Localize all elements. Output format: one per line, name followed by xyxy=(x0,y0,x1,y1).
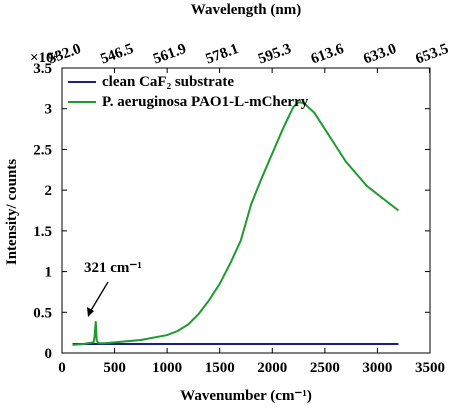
annotation: 321 cm⁻¹ xyxy=(84,260,142,276)
y-tick-label: 2.5 xyxy=(33,142,52,158)
y-tick-label: 1 xyxy=(45,265,53,281)
x2-tick-label: 532.0 xyxy=(46,41,83,68)
x2-tick-label: 578.1 xyxy=(204,41,241,68)
x-tick-label: 500 xyxy=(103,360,126,376)
top-axis-title: Wavelength (nm) xyxy=(191,2,301,18)
x2-tick-label: 561.9 xyxy=(151,41,188,68)
x-axis-title: Wavenumber (cm⁻¹) xyxy=(180,388,312,404)
x-tick-label: 2000 xyxy=(257,360,287,376)
x2-tick-label: 595.3 xyxy=(256,41,293,68)
plot-frame xyxy=(61,67,431,354)
data-line xyxy=(72,101,400,346)
x-tick-label: 2500 xyxy=(310,360,340,376)
y-tick-label: 2 xyxy=(45,183,53,199)
y-tick-label: 3.5 xyxy=(33,61,52,77)
y-tick-label: 3 xyxy=(45,102,53,118)
x-tick-label: 1500 xyxy=(205,360,235,376)
x2-tick-label: 546.5 xyxy=(98,41,135,68)
y-tick-label: 0.5 xyxy=(33,305,52,321)
x-tick-label: 0 xyxy=(58,360,66,376)
legend-label: P. aeruginosa PAO1-L-mCherry xyxy=(102,94,309,110)
x2-tick-label: 613.6 xyxy=(309,41,347,68)
y-multiplier: ×10⁴ xyxy=(30,50,59,66)
y-tick-label: 1.5 xyxy=(33,224,52,240)
legend-label: clean CaF₂ substrate xyxy=(102,74,234,90)
x2-tick-label: 633.0 xyxy=(361,41,398,68)
x-tick-label: 3500 xyxy=(415,360,445,376)
annotation-arrow xyxy=(89,281,109,313)
x2-tick-label: 653.5 xyxy=(413,41,450,68)
x-tick-label: 3000 xyxy=(362,360,392,376)
y-axis-title: Intensity/ counts xyxy=(4,159,20,265)
y-tick-label: 0 xyxy=(45,346,53,362)
annotation-arrowhead xyxy=(87,307,94,317)
x-tick-label: 1000 xyxy=(152,360,182,376)
